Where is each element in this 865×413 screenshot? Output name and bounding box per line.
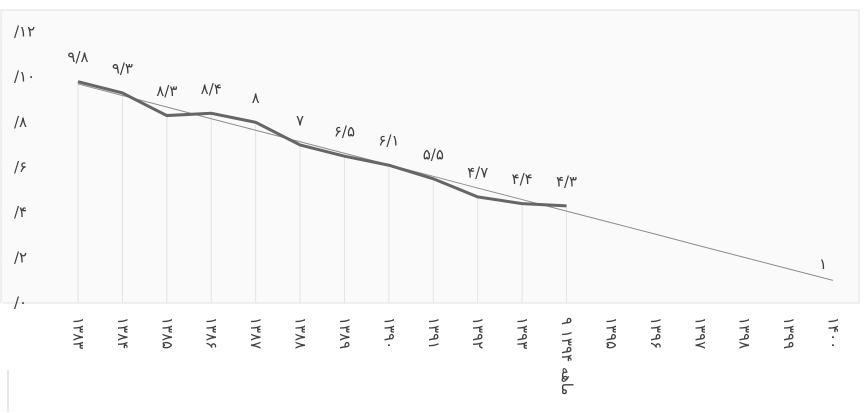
data-label: ۴/۴ [512, 170, 533, 188]
y-tick-label: /۱۰ [14, 68, 35, 86]
x-tick-label: ۱۳۸۳ [70, 317, 88, 349]
y-tick-label: /۱۲ [14, 23, 35, 41]
data-label: ۴/۷ [467, 163, 488, 181]
y-tick-label: /۴ [14, 203, 27, 221]
series-line [77, 83, 834, 281]
data-label: ۶/۵ [334, 123, 355, 141]
x-tick-label: ۱۳۹۷ [691, 317, 709, 349]
y-tick-label: /۸ [14, 113, 27, 131]
x-tick-label: ۱۳۹۹ [780, 317, 798, 349]
x-tick-label: ۱۳۸۶ [203, 317, 221, 349]
y-tick-label: /۰ [14, 294, 27, 312]
x-tick-label: ۱۳۹۳ [514, 317, 532, 349]
y-tick-label: /۶ [14, 158, 27, 176]
x-tick-label: ۹ ماهه ۱۳۹۴ [558, 317, 576, 395]
data-label: ۹/۸ [67, 48, 88, 66]
data-label: ۶/۱ [378, 132, 399, 150]
x-tick-label: ۱۳۸۵ [158, 317, 176, 349]
data-label: ۹/۳ [112, 59, 133, 77]
x-tick-label: ۱۳۹۲ [469, 317, 487, 349]
data-label: ۴/۳ [556, 172, 577, 190]
x-tick-label: ۱۳۹۶ [647, 317, 665, 349]
x-tick-label: ۱۳۸۷ [247, 317, 265, 349]
x-tick-label: ۱۳۹۱ [425, 317, 443, 349]
x-tick-label: ۱۳۹۰ [380, 317, 398, 349]
x-tick-label: ۱۴۰۰ [825, 317, 843, 349]
data-label: ۸ [252, 89, 260, 107]
x-tick-label: ۱۳۸۴ [114, 317, 132, 349]
data-label: ۵/۵ [423, 145, 444, 163]
x-tick-label: ۱۳۸۸ [292, 317, 310, 349]
x-tick-label: ۱۳۹۵ [602, 317, 620, 349]
x-tick-label: ۱۳۸۹ [336, 317, 354, 349]
y-tick-label: /۲ [14, 248, 27, 266]
series-line [77, 80, 567, 208]
plot-frame [0, 9, 860, 304]
data-label: ۸/۴ [201, 80, 222, 98]
x-tick-label: ۱۳۹۸ [736, 317, 754, 349]
data-label: ۸/۳ [156, 82, 177, 100]
data-label: ۷ [296, 111, 304, 129]
data-label: ۱ [819, 255, 827, 273]
